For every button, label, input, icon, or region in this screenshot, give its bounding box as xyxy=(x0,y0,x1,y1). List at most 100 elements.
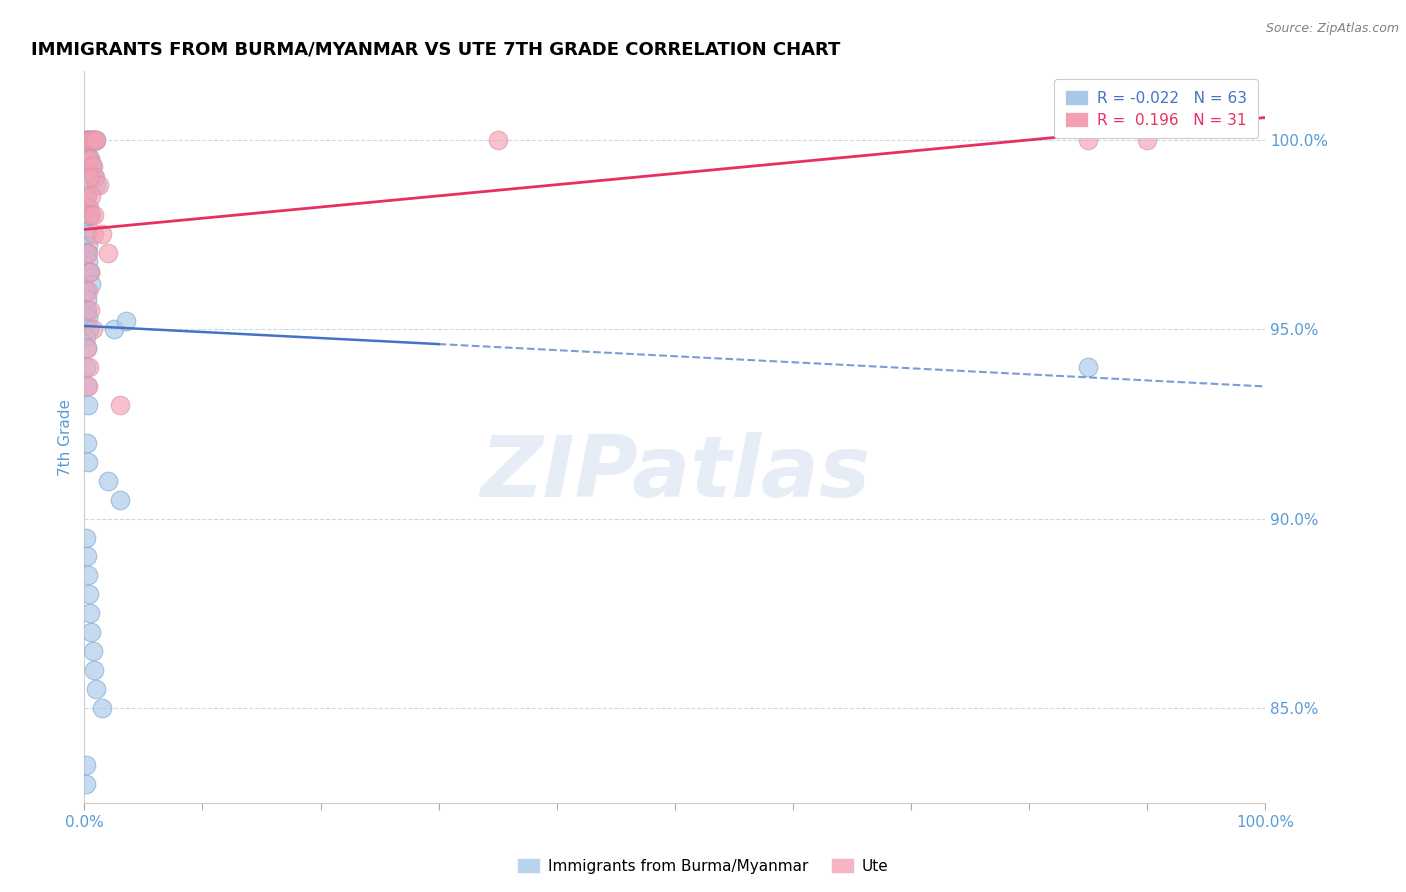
Point xyxy=(76,292,98,306)
Point xyxy=(75,329,97,343)
Point xyxy=(103,322,125,336)
Point xyxy=(114,314,136,328)
Legend: R = -0.022   N = 63, R =  0.196   N = 31: R = -0.022 N = 63, R = 0.196 N = 31 xyxy=(1054,79,1258,138)
Point xyxy=(75,303,97,318)
Point xyxy=(75,531,97,545)
Point xyxy=(76,435,98,450)
Legend: Immigrants from Burma/Myanmar, Ute: Immigrants from Burma/Myanmar, Ute xyxy=(512,852,894,880)
Point xyxy=(91,227,114,242)
Point xyxy=(80,159,103,173)
Point xyxy=(77,246,100,260)
Y-axis label: 7th Grade: 7th Grade xyxy=(58,399,73,475)
Point xyxy=(77,587,100,601)
Point xyxy=(75,246,97,260)
Point xyxy=(79,607,101,621)
Point xyxy=(76,227,98,242)
Point xyxy=(77,238,100,252)
Point xyxy=(77,359,100,374)
Point xyxy=(80,189,103,203)
Point xyxy=(77,398,100,412)
Point xyxy=(75,777,97,791)
Point xyxy=(80,277,103,291)
Point xyxy=(76,379,98,393)
Point xyxy=(82,644,104,658)
Point xyxy=(84,178,107,192)
Point xyxy=(108,398,131,412)
Point xyxy=(82,159,104,173)
Text: IMMIGRANTS FROM BURMA/MYANMAR VS UTE 7TH GRADE CORRELATION CHART: IMMIGRANTS FROM BURMA/MYANMAR VS UTE 7TH… xyxy=(31,41,841,59)
Point xyxy=(75,132,97,146)
Point xyxy=(75,227,97,242)
Point xyxy=(79,265,101,279)
Point xyxy=(84,682,107,697)
Point xyxy=(79,152,101,166)
Point xyxy=(82,170,104,185)
Point xyxy=(84,132,107,146)
Point xyxy=(83,663,105,677)
Point xyxy=(79,132,101,146)
Point xyxy=(75,758,97,772)
Point xyxy=(76,132,98,146)
Point xyxy=(76,303,98,318)
Point xyxy=(77,132,100,146)
Point xyxy=(76,341,98,355)
Text: Source: ZipAtlas.com: Source: ZipAtlas.com xyxy=(1265,22,1399,36)
Point xyxy=(80,625,103,640)
Point xyxy=(80,208,103,222)
Point xyxy=(76,144,98,158)
Point xyxy=(77,379,100,393)
Point xyxy=(77,310,100,325)
Point xyxy=(486,132,509,146)
Point xyxy=(77,170,100,185)
Point xyxy=(108,492,131,507)
Point xyxy=(87,178,110,192)
Point xyxy=(91,701,114,715)
Point xyxy=(77,208,100,222)
Point xyxy=(97,474,120,488)
Point xyxy=(76,549,98,564)
Point xyxy=(77,152,100,166)
Point xyxy=(77,322,100,336)
Point xyxy=(76,189,98,203)
Point xyxy=(77,152,100,166)
Point xyxy=(97,246,120,260)
Point xyxy=(77,253,100,268)
Point xyxy=(83,132,105,146)
Point xyxy=(80,159,103,173)
Point xyxy=(79,208,101,222)
Point xyxy=(82,132,104,146)
Point xyxy=(77,132,100,146)
Point xyxy=(77,284,100,298)
Point xyxy=(84,132,107,146)
Point xyxy=(77,201,100,215)
Point xyxy=(76,246,98,260)
Point xyxy=(1077,132,1099,146)
Point xyxy=(79,303,101,318)
Point xyxy=(76,189,98,203)
Point xyxy=(75,144,97,158)
Point xyxy=(1136,132,1159,146)
Point xyxy=(84,132,107,146)
Point xyxy=(77,455,100,469)
Point xyxy=(76,132,98,146)
Point xyxy=(83,132,105,146)
Point xyxy=(83,227,105,242)
Point xyxy=(80,132,103,146)
Point xyxy=(77,265,100,279)
Point xyxy=(1077,359,1099,374)
Point xyxy=(80,132,103,146)
Text: ZIPatlas: ZIPatlas xyxy=(479,432,870,516)
Point xyxy=(82,322,104,336)
Point xyxy=(77,568,100,582)
Point xyxy=(84,170,107,185)
Point xyxy=(75,284,97,298)
Point xyxy=(83,170,105,185)
Point xyxy=(75,359,97,374)
Point xyxy=(75,189,97,203)
Point xyxy=(76,341,98,355)
Point xyxy=(77,201,100,215)
Point xyxy=(79,152,101,166)
Point xyxy=(83,208,105,222)
Point xyxy=(77,132,100,146)
Point xyxy=(79,265,101,279)
